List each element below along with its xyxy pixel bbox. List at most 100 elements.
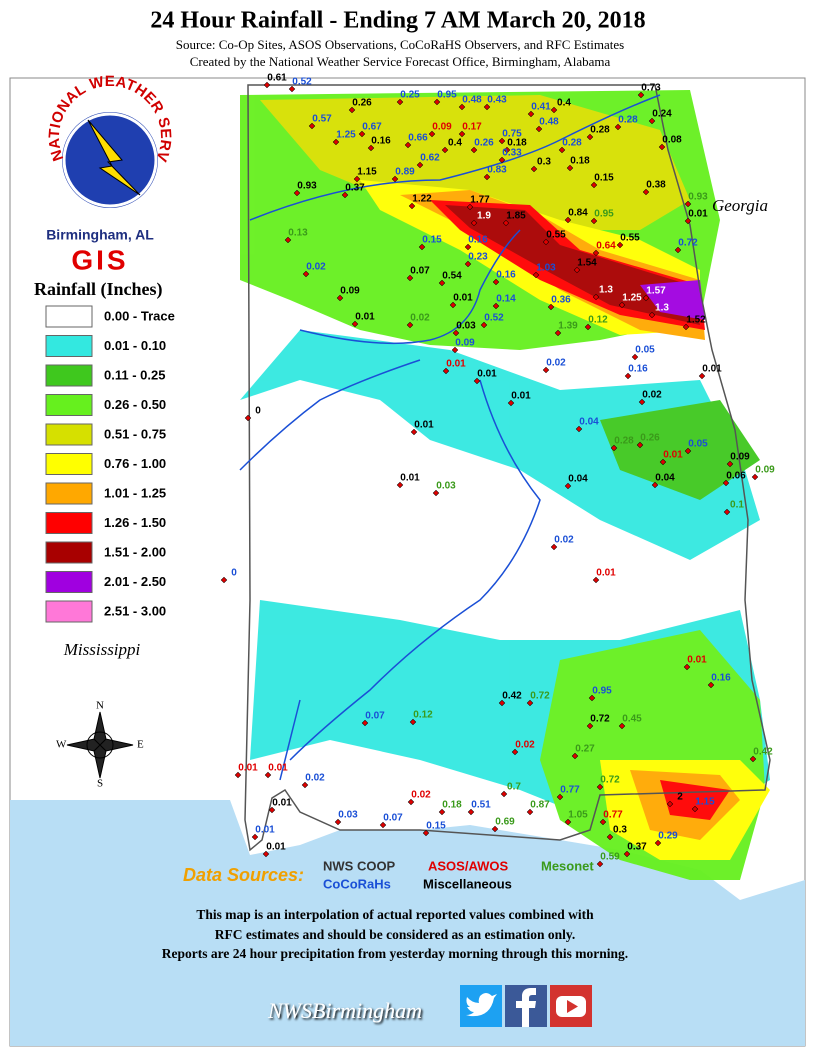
legend-label: 0.00 - Trace [104, 308, 175, 323]
station-value: 0.23 [468, 252, 488, 263]
station-marker [438, 279, 446, 287]
logo-gis: GIS [71, 244, 128, 275]
station-marker [491, 825, 499, 833]
station-value: 0.02 [554, 535, 574, 546]
station-value: 0.01 [355, 312, 375, 323]
station-value: 1.15 [357, 167, 377, 178]
station-value: 0.01 [477, 369, 497, 380]
station-value: 0.15 [594, 173, 614, 184]
station-value: 0.77 [603, 810, 623, 821]
legend-label: 0.51 - 0.75 [104, 426, 166, 441]
station-value: 1.77 [470, 195, 490, 206]
station-value: 0.09 [340, 286, 360, 297]
station-marker [726, 460, 734, 468]
station-value: 0.02 [410, 313, 430, 324]
station-value: 0.01 [272, 798, 292, 809]
station-marker [586, 133, 594, 141]
station-value: 0.42 [502, 691, 522, 702]
station-marker [492, 302, 500, 310]
station-value: 0.18 [570, 156, 590, 167]
youtube-icon[interactable] [550, 985, 592, 1027]
station-value: 0.48 [462, 95, 482, 106]
station-marker [452, 329, 460, 337]
data-sources-title: Data Sources: [183, 865, 304, 885]
compass: N S E W [56, 700, 144, 790]
station-marker [723, 508, 731, 516]
station-value: 0.61 [267, 73, 287, 84]
station-marker [458, 103, 466, 111]
station-value: 0.26 [474, 138, 494, 149]
station-marker [588, 694, 596, 702]
station-value: 0.01 [596, 568, 616, 579]
data-source: Miscellaneous [423, 876, 512, 891]
station-value: 0.41 [531, 102, 551, 113]
station-marker [451, 346, 459, 354]
station-value: 0.28 [618, 115, 638, 126]
station-marker [264, 771, 272, 779]
station-value: 0.01 [400, 473, 420, 484]
station-marker [658, 143, 666, 151]
station-value: 0.01 [663, 450, 683, 461]
station-marker [464, 243, 472, 251]
station-marker [442, 367, 450, 375]
station-value: 0.37 [627, 842, 647, 853]
station-marker [284, 236, 292, 244]
station-value: 0.62 [420, 153, 440, 164]
station-marker [550, 543, 558, 551]
station-marker [449, 301, 457, 309]
station-value: 0.45 [622, 714, 642, 725]
state-outline [244, 84, 771, 852]
legend-label: 1.51 - 2.00 [104, 544, 166, 559]
station-marker [396, 481, 404, 489]
legend-label: 0.76 - 1.00 [104, 456, 166, 471]
station-marker [592, 249, 600, 257]
station-marker [666, 800, 674, 808]
station-marker [341, 191, 349, 199]
data-source: NWS COOP [323, 858, 396, 873]
station-marker [606, 833, 614, 841]
facebook-icon[interactable] [505, 985, 547, 1027]
station-value: 0.67 [362, 122, 382, 133]
station-value: 0.09 [755, 465, 775, 476]
station-marker [308, 122, 316, 130]
legend-label: 2.01 - 2.50 [104, 574, 166, 589]
station-marker [637, 91, 645, 99]
station-value: 0.12 [413, 710, 433, 721]
compass-label: S [97, 778, 103, 790]
title: 24 Hour Rainfall - Ending 7 AM March 20,… [150, 8, 645, 34]
station-marker [599, 818, 607, 826]
legend-swatch [45, 423, 93, 446]
station-value: 0.07 [383, 813, 403, 824]
station-marker [302, 270, 310, 278]
legend-label: 0.26 - 0.50 [104, 397, 166, 412]
station-marker [707, 681, 715, 689]
station-value: 0.54 [442, 271, 462, 282]
station-marker [722, 479, 730, 487]
station-value: 0.57 [312, 114, 332, 125]
station-marker [492, 278, 500, 286]
twitter-icon[interactable] [460, 985, 502, 1027]
station-marker [636, 441, 644, 449]
social-handle: NWSBirmingham [267, 998, 422, 1023]
station-marker [614, 123, 622, 131]
compass-label: E [137, 739, 144, 751]
legend-swatch [45, 482, 93, 505]
station-marker [642, 294, 650, 302]
station-marker [751, 473, 759, 481]
station-value: 0.01 [453, 293, 473, 304]
station-value: 0.26 [640, 433, 660, 444]
station-marker [527, 110, 535, 118]
legend: Rainfall (Inches) 0.00 - Trace 0.01 - 0.1… [34, 279, 175, 623]
station-value: 0.3 [613, 825, 627, 836]
station-marker [684, 200, 692, 208]
station-marker [268, 806, 276, 814]
station-marker [406, 274, 414, 282]
station-marker [698, 372, 706, 380]
station-value: 0.75 [502, 129, 522, 140]
state-label: Mississippi [63, 640, 141, 659]
station-value: 0.16 [628, 364, 648, 375]
station-value: 0.69 [495, 817, 515, 828]
station-marker [616, 241, 624, 249]
station-value: 1.05 [568, 810, 588, 821]
station-value: 0.04 [568, 474, 588, 485]
